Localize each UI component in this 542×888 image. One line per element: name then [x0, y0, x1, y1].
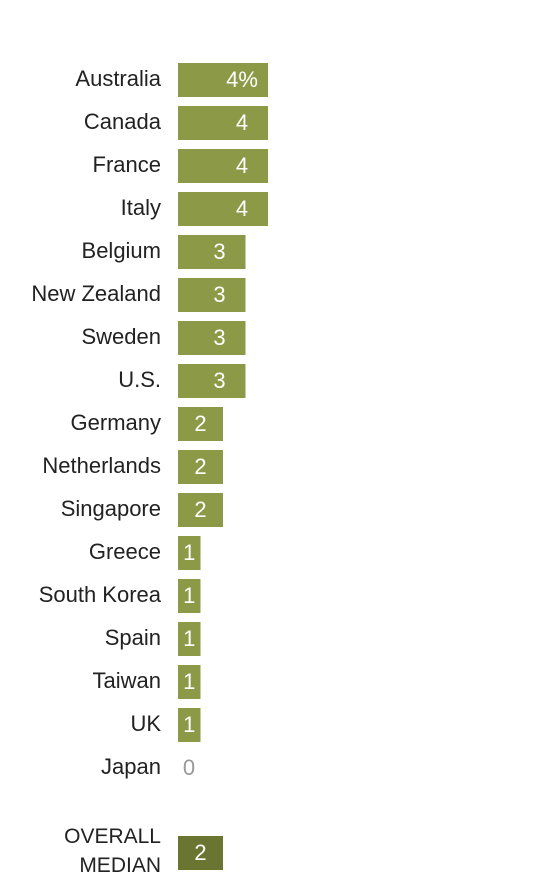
- bar: [178, 192, 268, 226]
- bar: [178, 450, 223, 484]
- value-label: 0: [183, 755, 195, 780]
- value-label: 2: [194, 454, 206, 479]
- bar: [178, 407, 223, 441]
- category-label: Spain: [105, 625, 161, 650]
- category-label: UK: [130, 711, 161, 736]
- category-label: Sweden: [81, 324, 161, 349]
- value-label: 3: [213, 325, 225, 350]
- value-label: 2: [194, 840, 206, 865]
- category-label: Australia: [75, 66, 161, 91]
- bar: [178, 836, 223, 870]
- bar: [178, 149, 268, 183]
- category-label: Italy: [121, 195, 161, 220]
- median-label: OVERALL MEDIAN: [64, 825, 161, 877]
- category-label: Greece: [89, 539, 161, 564]
- bar: [178, 63, 268, 97]
- value-label: 3: [213, 239, 225, 264]
- category-label: Germany: [71, 410, 161, 435]
- category-label: Canada: [84, 109, 162, 134]
- value-label: 2: [194, 411, 206, 436]
- category-label: Japan: [101, 754, 161, 779]
- value-label: 2: [194, 497, 206, 522]
- value-label: 4%: [226, 67, 258, 92]
- value-label: 1: [183, 712, 195, 737]
- bar: [178, 235, 246, 269]
- bar: [178, 106, 268, 140]
- value-label: 3: [213, 368, 225, 393]
- value-label: 4: [236, 196, 248, 221]
- category-label: Singapore: [61, 496, 161, 521]
- category-label: Taiwan: [93, 668, 161, 693]
- bar: [178, 364, 246, 398]
- bar: [178, 622, 201, 656]
- bar: [178, 665, 201, 699]
- value-label: 4: [236, 153, 248, 178]
- category-label: Belgium: [82, 238, 161, 263]
- bar: [178, 536, 201, 570]
- category-label: France: [93, 152, 161, 177]
- value-label: 4: [236, 110, 248, 135]
- category-label: South Korea: [39, 582, 162, 607]
- bar: [178, 493, 223, 527]
- value-label: 1: [183, 583, 195, 608]
- category-label: U.S.: [118, 367, 161, 392]
- value-label: 3: [213, 282, 225, 307]
- value-label: 1: [183, 669, 195, 694]
- bar: [178, 278, 246, 312]
- bar: [178, 579, 201, 613]
- value-label: 1: [183, 626, 195, 651]
- category-label: Netherlands: [42, 453, 161, 478]
- bar: [178, 321, 246, 355]
- value-label: 1: [183, 540, 195, 565]
- category-label: New Zealand: [31, 281, 161, 306]
- bar: [178, 708, 201, 742]
